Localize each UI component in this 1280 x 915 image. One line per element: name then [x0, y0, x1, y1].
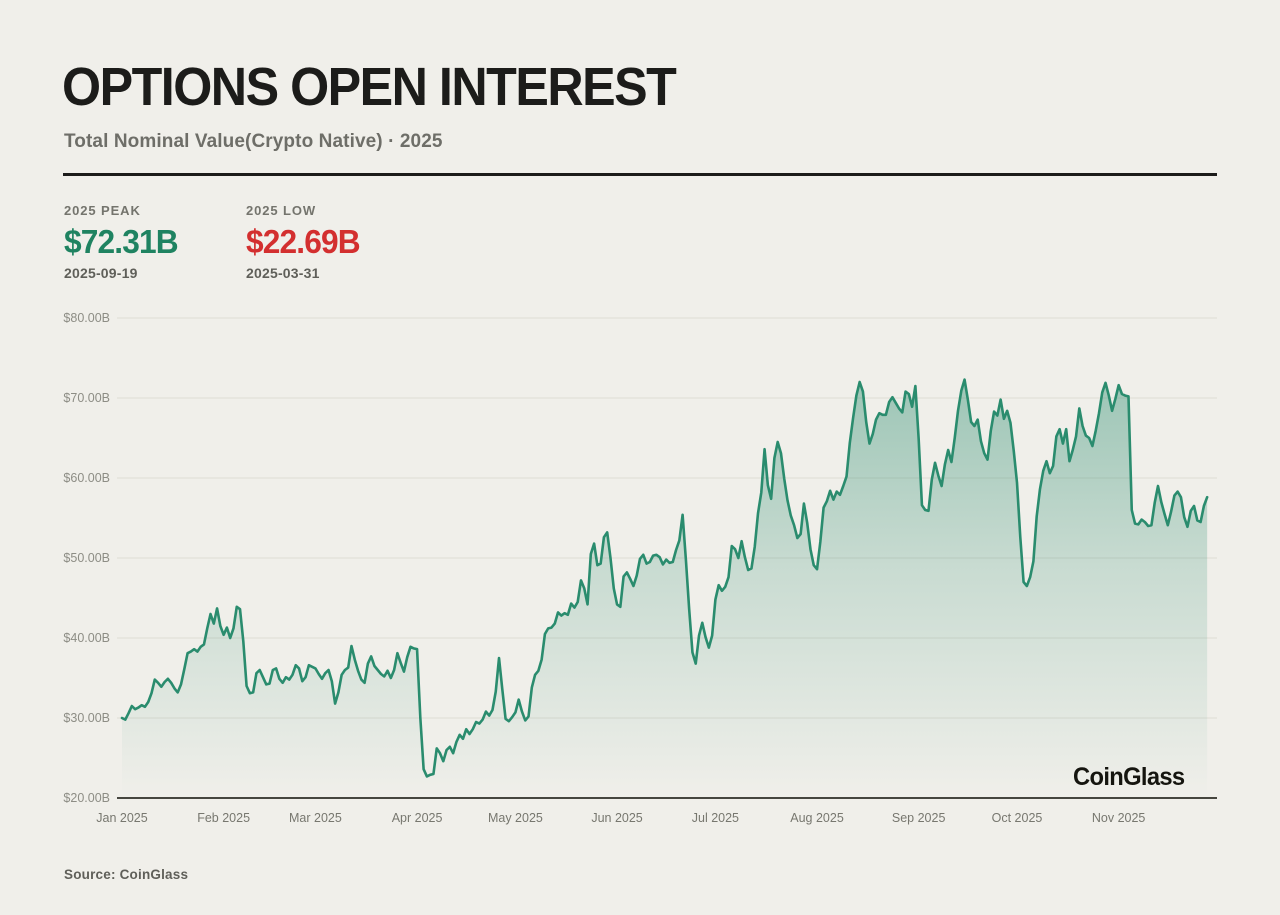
stat-date-low: 2025-03-31 — [246, 265, 320, 281]
stat-value-peak: $72.31B — [64, 223, 179, 260]
x-axis-tick-label: Jan 2025 — [96, 811, 147, 825]
page-title: OPTIONS OPEN INTEREST — [62, 57, 677, 117]
chart-y-axis-labels: $20.00B $30.00B $40.00B $50.00B $60.00B $70.0… — [63, 311, 110, 805]
x-axis-tick-label: Mar 2025 — [289, 811, 342, 825]
y-axis-tick-label: $70.00B — [63, 391, 110, 405]
stat-card-peak: 2025 PEAK $72.31B 2025-09-19 — [64, 203, 246, 281]
stat-date-peak: 2025-09-19 — [64, 265, 138, 281]
y-axis-tick-label: $80.00B — [63, 311, 110, 325]
chart-series-group — [120, 378, 1209, 798]
area-fill — [122, 379, 1208, 798]
coinglass-watermark: CoinGlass — [1073, 763, 1185, 791]
source-caption: Source: CoinGlass — [64, 867, 189, 882]
y-axis-tick-label: $40.00B — [63, 631, 110, 645]
y-axis-tick-label: $30.00B — [63, 711, 110, 725]
chart-gridlines — [117, 317, 1217, 719]
stats-row: 2025 PEAK $72.31B 2025-09-19 2025 LOW $2… — [64, 203, 428, 281]
x-axis-tick-label: Nov 2025 — [1092, 811, 1146, 825]
x-axis-tick-label: Sep 2025 — [892, 811, 946, 825]
x-axis-tick-label: Aug 2025 — [790, 811, 844, 825]
x-axis-tick-label: Apr 2025 — [392, 811, 443, 825]
x-axis-tick-label: Oct 2025 — [992, 811, 1043, 825]
y-axis-tick-label: $60.00B — [63, 471, 110, 485]
y-axis-tick-label: $50.00B — [63, 551, 110, 565]
page-subtitle: Total Nominal Value(Crypto Native) · 202… — [64, 131, 443, 152]
x-axis-tick-label: May 2025 — [488, 811, 543, 825]
y-axis-tick-label: $20.00B — [63, 791, 110, 805]
x-axis-tick-label: Feb 2025 — [197, 811, 250, 825]
chart-x-axis-labels: Jan 2025 Feb 2025 Mar 2025 Apr 2025 May 2025… — [96, 811, 1145, 825]
header-divider — [63, 173, 1217, 176]
stat-card-low: 2025 LOW $22.69B 2025-03-31 — [246, 203, 428, 281]
x-axis-tick-label: Jul 2025 — [692, 811, 739, 825]
stat-label-low: 2025 LOW — [246, 203, 317, 218]
series-line — [120, 378, 1209, 778]
stat-value-low: $22.69B — [246, 223, 361, 260]
x-axis-tick-label: Jun 2025 — [591, 811, 642, 825]
stat-label-peak: 2025 PEAK — [64, 203, 141, 218]
